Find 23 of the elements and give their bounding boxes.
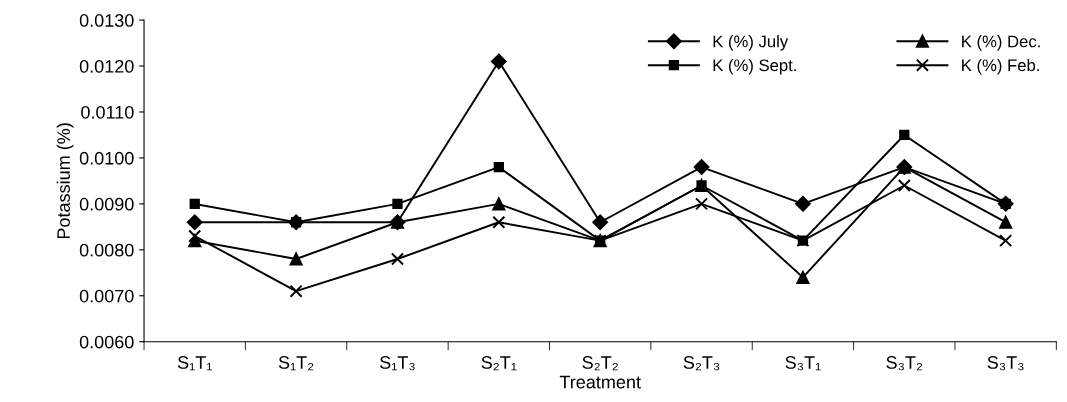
- y-tick-label: 0.0090: [79, 197, 134, 211]
- y-tick-label: 0.0110: [81, 105, 134, 119]
- y-tick-label: 0.0130: [79, 14, 134, 27]
- legend-label: K (%) Dec.: [962, 35, 1040, 51]
- x-tick-label: S₁T₁: [177, 356, 212, 371]
- y-tick-label: 0.0070: [79, 289, 134, 303]
- legend-label: K (%) July: [713, 35, 789, 51]
- x-tick-label: S₁T₃: [380, 356, 415, 371]
- x-axis-title: Treatment: [559, 375, 641, 389]
- y-tick-label: 0.0060: [79, 335, 134, 349]
- x-tick-label: S₂T₂: [582, 356, 618, 371]
- x-tick-label: S₂T₁: [481, 356, 517, 371]
- y-tick-label: 0.0120: [79, 59, 134, 73]
- legend-label: K (%) Sept.: [713, 58, 796, 75]
- x-tick-label: S₁T₂: [278, 356, 314, 371]
- x-tick-label: S₂T₃: [683, 356, 720, 371]
- y-tick-label: 0.0100: [79, 151, 134, 165]
- y-tick-label: 0.0080: [79, 243, 134, 257]
- y-axis-title: Potassium (%): [56, 123, 74, 239]
- x-tick-label: S₃T₃: [987, 356, 1024, 371]
- legend-label: K (%) Feb.: [962, 58, 1039, 75]
- x-tick-label: S₃T₂: [886, 356, 923, 371]
- x-tick-label: S₃T₁: [785, 356, 821, 371]
